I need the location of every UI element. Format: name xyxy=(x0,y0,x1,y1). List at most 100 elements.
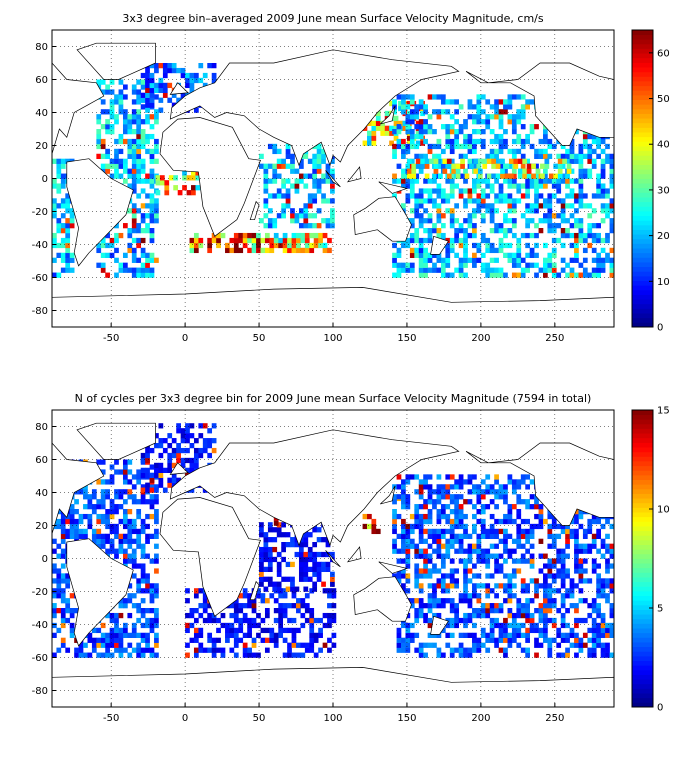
heatmap-bin xyxy=(272,168,278,174)
heatmap-bin xyxy=(294,183,300,189)
heatmap-bin xyxy=(267,561,273,568)
heatmap-bin xyxy=(454,578,460,584)
heatmap-bin xyxy=(547,652,553,658)
heatmap-bin xyxy=(463,647,468,653)
heatmap-bin xyxy=(398,100,403,107)
heatmap-bin xyxy=(287,647,292,653)
heatmap-bin xyxy=(303,551,309,558)
heatmap-bin xyxy=(127,489,133,495)
heatmap-bin xyxy=(145,133,150,140)
heatmap-bin xyxy=(529,178,535,184)
heatmap-bin xyxy=(145,257,150,263)
heatmap-bin xyxy=(498,632,504,638)
heatmap-bin xyxy=(454,612,460,619)
heatmap-bin xyxy=(78,528,84,535)
heatmap-bin xyxy=(131,129,137,135)
heatmap-bin xyxy=(131,494,137,500)
heatmap-bin xyxy=(480,267,486,273)
heatmap-bin xyxy=(454,538,460,544)
heatmap-bin xyxy=(176,452,181,459)
heatmap-bin xyxy=(327,247,332,254)
heatmap-bin xyxy=(52,578,57,584)
heatmap-bin xyxy=(233,632,239,638)
heatmap-bin xyxy=(316,208,322,214)
heatmap-bin xyxy=(281,556,286,563)
heatmap-bin xyxy=(489,499,495,505)
heatmap-bin xyxy=(605,533,610,539)
heatmap-bin xyxy=(427,114,433,120)
heatmap-bin xyxy=(307,223,313,229)
heatmap-bin xyxy=(600,588,606,594)
heatmap-bin xyxy=(525,99,530,105)
heatmap-bin xyxy=(538,509,544,515)
heatmap-bin xyxy=(543,138,548,145)
heatmap-bin xyxy=(242,593,248,599)
heatmap-bin xyxy=(316,158,322,164)
heatmap-bin xyxy=(272,148,278,155)
heatmap-bin xyxy=(140,119,146,125)
heatmap-bin xyxy=(259,532,264,538)
heatmap-bin xyxy=(503,99,508,105)
heatmap-bin xyxy=(316,537,322,543)
heatmap-bin xyxy=(263,198,269,204)
heatmap-bin xyxy=(154,257,159,263)
heatmap-bin xyxy=(578,163,584,169)
heatmap-bin xyxy=(605,593,610,599)
heatmap-bin xyxy=(529,479,535,485)
heatmap-bin xyxy=(83,652,88,658)
heatmap-bin xyxy=(494,193,499,199)
heatmap-bin xyxy=(578,523,584,530)
colorbar-step xyxy=(632,447,653,453)
heatmap-bin xyxy=(494,99,499,105)
heatmap-bin xyxy=(392,173,397,179)
heatmap-bin xyxy=(162,72,168,79)
heatmap-bin xyxy=(463,272,468,278)
heatmap-bin xyxy=(140,647,146,653)
heatmap-bin xyxy=(60,223,66,229)
heatmap-bin xyxy=(525,528,530,535)
heatmap-bin xyxy=(189,242,195,249)
heatmap-bin xyxy=(105,252,110,258)
heatmap-bin xyxy=(65,583,71,589)
heatmap-bin xyxy=(600,538,606,544)
heatmap-bin xyxy=(122,459,128,465)
heatmap-bin xyxy=(498,647,504,653)
heatmap-bin xyxy=(105,489,110,495)
heatmap-bin xyxy=(136,223,142,229)
heatmap-bin xyxy=(436,513,442,520)
heatmap-bin xyxy=(198,447,204,454)
heatmap-bin xyxy=(507,513,513,520)
heatmap-bin xyxy=(591,647,597,653)
heatmap-bin xyxy=(216,237,221,244)
heatmap-bin xyxy=(198,627,204,634)
heatmap-bin xyxy=(529,533,535,539)
heatmap-bin xyxy=(140,523,146,530)
heatmap-bin xyxy=(185,82,190,89)
heatmap-bin xyxy=(418,647,424,653)
heatmap-bin xyxy=(582,168,588,174)
heatmap-bin xyxy=(405,494,411,500)
heatmap-bin xyxy=(591,247,597,254)
heatmap-bin xyxy=(229,237,235,244)
heatmap-bin xyxy=(287,242,292,249)
heatmap-bin xyxy=(463,558,468,564)
heatmap-bin xyxy=(392,573,397,579)
heatmap-bin xyxy=(149,178,155,184)
heatmap-bin xyxy=(600,632,606,638)
heatmap-bin xyxy=(427,237,433,244)
heatmap-bin xyxy=(136,208,142,214)
heatmap-bin xyxy=(316,178,322,184)
heatmap-bin xyxy=(322,612,328,619)
heatmap-bin xyxy=(100,642,106,648)
heatmap-bin xyxy=(516,262,522,268)
heatmap-bin xyxy=(596,267,601,273)
heatmap-bin xyxy=(418,642,424,648)
heatmap-bin xyxy=(401,533,406,539)
heatmap-bin xyxy=(154,558,159,564)
heatmap-bin xyxy=(251,247,257,254)
heatmap-bin xyxy=(118,533,124,539)
heatmap-bin xyxy=(574,247,579,254)
heatmap-bin xyxy=(281,532,286,538)
heatmap-bin xyxy=(556,652,562,658)
heatmap-bin xyxy=(605,232,610,239)
